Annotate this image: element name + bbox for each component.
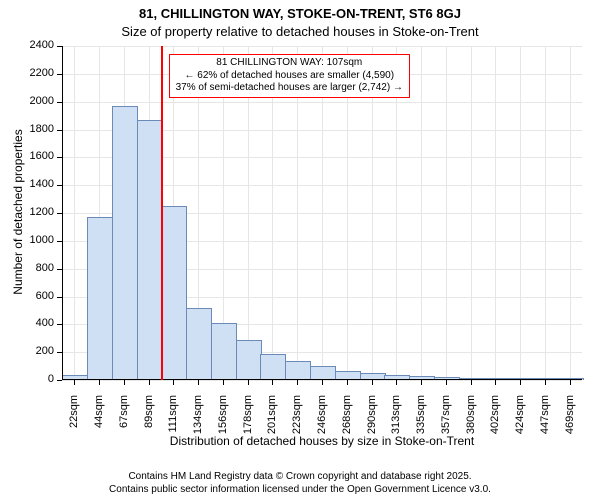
- chart-title-line2: Size of property relative to detached ho…: [0, 24, 600, 39]
- gridline-v: [421, 46, 422, 380]
- histogram-bar: [112, 106, 138, 380]
- y-tick-label: 1400: [22, 178, 54, 190]
- y-tick-label: 0: [22, 373, 54, 385]
- y-tick-label: 1200: [22, 206, 54, 218]
- x-tick-mark: [446, 380, 447, 385]
- x-axis-label: Distribution of detached houses by size …: [62, 434, 582, 448]
- gridline-v: [520, 46, 521, 380]
- x-tick-mark: [347, 380, 348, 385]
- x-tick-mark: [99, 380, 100, 385]
- x-tick-mark: [149, 380, 150, 385]
- y-tick-label: 1600: [22, 150, 54, 162]
- y-tick-label: 400: [22, 317, 54, 329]
- histogram-bar: [211, 323, 237, 380]
- x-tick-mark: [198, 380, 199, 385]
- gridline-v: [570, 46, 571, 380]
- x-tick-mark: [471, 380, 472, 385]
- histogram-bar: [310, 366, 336, 380]
- histogram-bar: [137, 120, 163, 380]
- annotation-callout: 81 CHILLINGTON WAY: 107sqm← 62% of detac…: [169, 54, 410, 98]
- histogram-bar: [285, 361, 311, 380]
- y-tick-mark: [57, 380, 62, 381]
- y-tick-label: 800: [22, 262, 54, 274]
- histogram-bar: [260, 354, 286, 380]
- footer-line2: Contains public sector information licen…: [0, 484, 600, 497]
- y-tick-label: 1000: [22, 234, 54, 246]
- footer-line1: Contains HM Land Registry data © Crown c…: [0, 471, 600, 484]
- chart-container: 81, CHILLINGTON WAY, STOKE-ON-TRENT, ST6…: [0, 0, 600, 500]
- gridline-v: [471, 46, 472, 380]
- histogram-bar: [87, 217, 113, 380]
- x-tick-mark: [421, 380, 422, 385]
- x-tick-mark: [396, 380, 397, 385]
- x-tick-mark: [570, 380, 571, 385]
- x-tick-mark: [495, 380, 496, 385]
- x-tick-mark: [173, 380, 174, 385]
- gridline-v: [446, 46, 447, 380]
- y-axis-line: [62, 46, 63, 380]
- y-tick-label: 2200: [22, 67, 54, 79]
- x-tick-mark: [545, 380, 546, 385]
- x-tick-mark: [248, 380, 249, 385]
- histogram-bar: [236, 340, 262, 380]
- x-tick-mark: [124, 380, 125, 385]
- x-tick-mark: [372, 380, 373, 385]
- footer-attribution: Contains HM Land Registry data © Crown c…: [0, 471, 600, 496]
- x-tick-mark: [74, 380, 75, 385]
- x-tick-mark: [223, 380, 224, 385]
- y-axis-label: Number of detached properties: [11, 45, 25, 379]
- gridline-v: [74, 46, 75, 380]
- x-tick-mark: [520, 380, 521, 385]
- annotation-line3: 37% of semi-detached houses are larger (…: [176, 82, 403, 95]
- chart-title-line1: 81, CHILLINGTON WAY, STOKE-ON-TRENT, ST6…: [0, 6, 600, 21]
- gridline-v: [495, 46, 496, 380]
- histogram-bar: [186, 308, 212, 380]
- property-marker-line: [161, 46, 163, 380]
- x-tick-mark: [322, 380, 323, 385]
- annotation-line2: ← 62% of detached houses are smaller (4,…: [176, 70, 403, 83]
- y-tick-label: 200: [22, 345, 54, 357]
- plot-area: 81 CHILLINGTON WAY: 107sqm← 62% of detac…: [62, 46, 582, 380]
- gridline-v: [545, 46, 546, 380]
- x-axis-line: [62, 379, 582, 380]
- y-tick-label: 600: [22, 290, 54, 302]
- y-tick-label: 2400: [22, 39, 54, 51]
- y-tick-label: 1800: [22, 123, 54, 135]
- y-tick-label: 2000: [22, 95, 54, 107]
- x-tick-mark: [297, 380, 298, 385]
- x-tick-mark: [272, 380, 273, 385]
- annotation-line1: 81 CHILLINGTON WAY: 107sqm: [176, 57, 403, 70]
- histogram-bar: [161, 206, 187, 380]
